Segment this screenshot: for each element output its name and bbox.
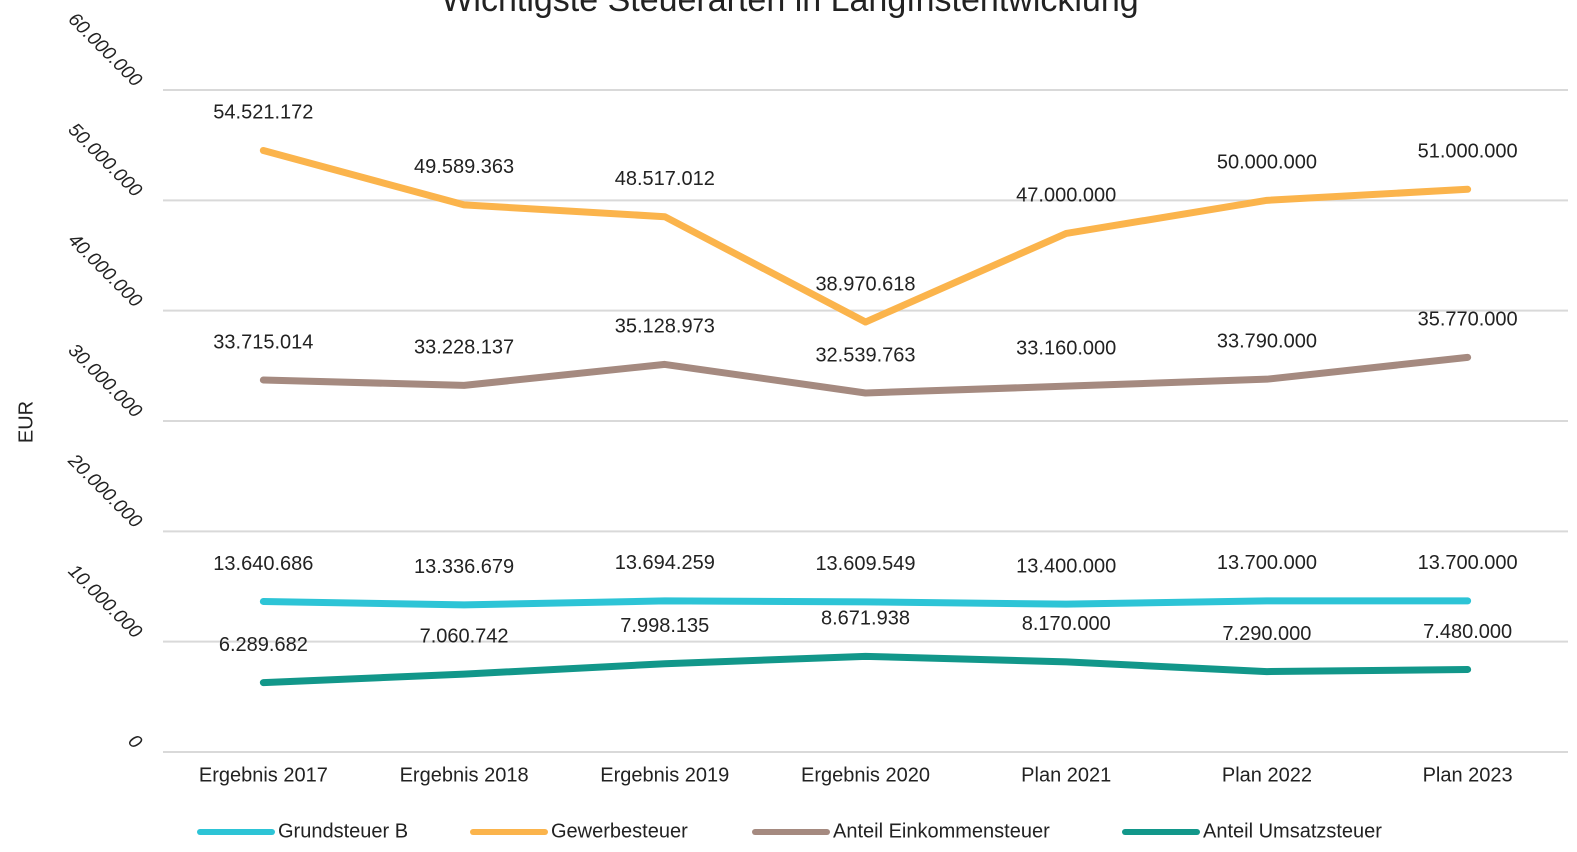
data-label: 38.970.618 xyxy=(815,273,915,295)
legend-label: Anteil Umsatzsteuer xyxy=(1203,820,1382,842)
data-label: 6.289.682 xyxy=(219,634,308,656)
data-label: 7.290.000 xyxy=(1222,623,1311,645)
y-axis-label: EUR xyxy=(15,401,37,443)
x-tick-label: Ergebnis 2018 xyxy=(400,764,529,786)
y-tick-label: 50.000.000 xyxy=(64,119,146,201)
y-tick-label: 20.000.000 xyxy=(63,450,146,533)
x-tick-label: Plan 2023 xyxy=(1423,764,1513,786)
y-tick-label: 40.000.000 xyxy=(64,230,146,312)
data-label: 13.700.000 xyxy=(1418,552,1518,574)
data-label: 33.160.000 xyxy=(1016,337,1116,359)
data-label: 33.715.014 xyxy=(213,331,313,353)
series-line xyxy=(259,353,1472,397)
data-label: 50.000.000 xyxy=(1217,152,1317,174)
x-tick-label: Ergebnis 2020 xyxy=(801,764,930,786)
y-tick-label: 60.000.000 xyxy=(64,9,146,91)
data-label: 8.170.000 xyxy=(1022,613,1111,635)
data-label: 33.228.137 xyxy=(414,337,514,359)
data-label: 13.640.686 xyxy=(213,553,313,575)
data-label: 49.589.363 xyxy=(414,156,514,178)
y-tick-label: 0 xyxy=(123,731,146,754)
x-tick-label: Ergebnis 2017 xyxy=(199,764,328,786)
data-label: 13.400.000 xyxy=(1016,555,1116,577)
data-label: 35.770.000 xyxy=(1418,309,1518,331)
y-tick-label: 30.000.000 xyxy=(64,340,146,422)
data-label: 48.517.012 xyxy=(615,168,715,190)
chart-title: Wichtigste Steuerarten in Langfristentwi… xyxy=(441,0,1138,19)
data-label: 7.060.742 xyxy=(420,625,509,647)
data-label: 32.539.763 xyxy=(815,344,915,366)
data-label: 13.694.259 xyxy=(615,552,715,574)
series-line xyxy=(259,597,1472,609)
data-label: 13.336.679 xyxy=(414,556,514,578)
x-tick-label: Ergebnis 2019 xyxy=(600,764,729,786)
data-label: 13.609.549 xyxy=(815,553,915,575)
legend-label: Grundsteuer B xyxy=(278,820,408,842)
series-line xyxy=(259,652,1472,687)
series-line xyxy=(259,146,1472,326)
x-tick-label: Plan 2022 xyxy=(1222,764,1312,786)
data-label: 7.998.135 xyxy=(620,615,709,637)
data-label: 8.671.938 xyxy=(821,608,910,630)
data-label: 47.000.000 xyxy=(1016,185,1116,207)
data-label: 13.700.000 xyxy=(1217,552,1317,574)
data-label: 35.128.973 xyxy=(615,316,715,338)
data-label: 54.521.172 xyxy=(213,102,313,124)
legend-label: Gewerbesteuer xyxy=(551,820,688,842)
data-label: 51.000.000 xyxy=(1418,141,1518,163)
legend-label: Anteil Einkommensteuer xyxy=(833,820,1050,842)
x-tick-label: Plan 2021 xyxy=(1021,764,1111,786)
data-label: 33.790.000 xyxy=(1217,330,1317,352)
y-tick-label: 10.000.000 xyxy=(64,561,146,643)
data-label: 7.480.000 xyxy=(1423,621,1512,643)
